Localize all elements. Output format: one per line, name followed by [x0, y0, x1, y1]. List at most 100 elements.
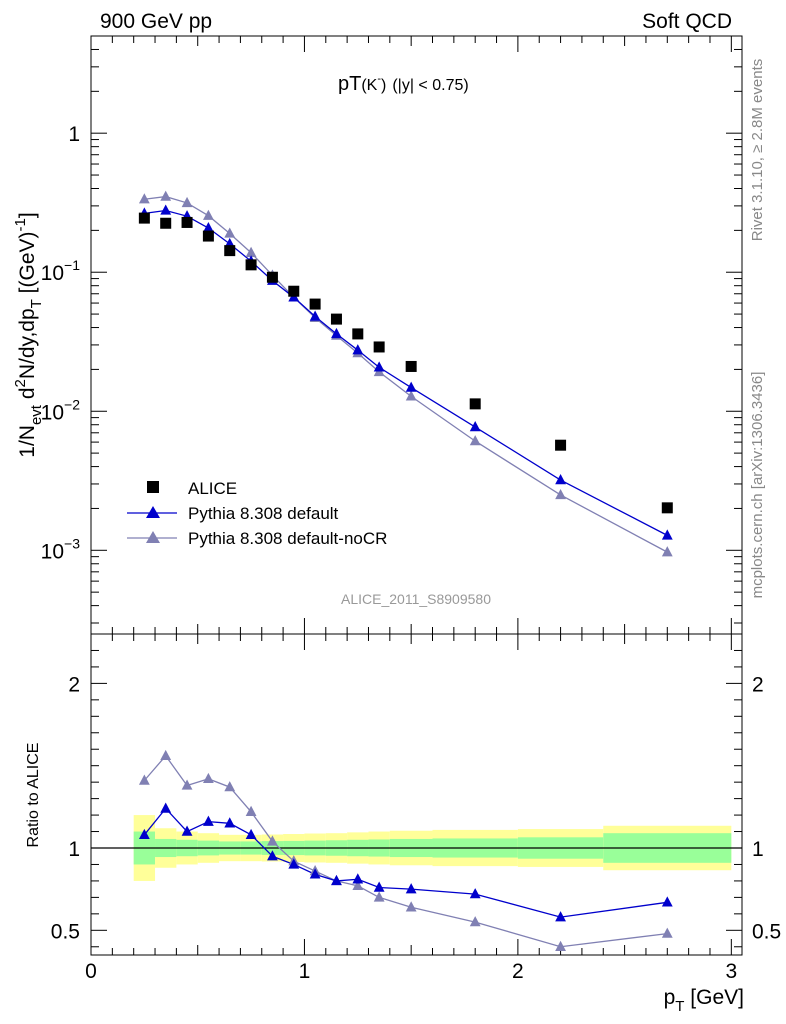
title-charge: -	[377, 73, 381, 85]
main-point-pythia-default	[331, 327, 342, 339]
main-y-tick-label: 10−2	[41, 396, 81, 424]
main-point-pythia-nocr	[160, 190, 172, 201]
main-point-pythia-nocr	[181, 196, 193, 208]
ratio-point-pythia-default	[469, 888, 481, 899]
main-point-pythia-default	[373, 361, 385, 372]
main-point-alice	[202, 230, 214, 242]
main-point-pythia-default	[352, 344, 364, 355]
main-y-axis-label: 1/Nevt d2N/dy,dpT [(GeV)-1]	[12, 212, 45, 457]
ratio-point-pythia-nocr	[138, 774, 150, 785]
main-point-alice	[138, 212, 150, 224]
ratio-point-pythia-nocr	[469, 916, 481, 927]
main-point-pythia-nocr	[245, 246, 257, 257]
main-point-alice	[288, 285, 300, 297]
ratio-y-tick-label-right: 2	[752, 673, 764, 696]
ratio-panel: 0.5 0.5 1 1 2 2 0 1 2 3 Ratio to ALICE pT [GeV]	[25, 633, 781, 1015]
title-close: )	[381, 77, 386, 94]
ratio-point-pythia-nocr	[181, 779, 193, 790]
ratio-point-pythia-nocr	[224, 781, 236, 792]
ratio-point-pythia-nocr	[352, 879, 364, 891]
legend-label-pythia-nocr: Pythia 8.308 default-noCR	[188, 529, 387, 548]
ratio-y-tick-label: 0.5	[51, 920, 80, 943]
legend: ALICE Pythia 8.308 default Pythia 8.308 …	[127, 479, 387, 548]
main-point-alice	[352, 328, 364, 340]
ratio-point-pythia-default	[405, 883, 417, 894]
main-point-pythia-default	[555, 474, 566, 485]
main-line-pythia-default	[144, 209, 668, 536]
legend-entry-pythia-default: Pythia 8.308 default	[127, 504, 339, 523]
ratio-line-pythia-default	[143, 807, 668, 918]
x-axis-label: pT [GeV]	[664, 986, 744, 1015]
ratio-point-pythia-nocr	[555, 940, 566, 951]
legend-marker-pythia-default	[146, 506, 160, 518]
ratio-point-pythia-default	[288, 858, 300, 869]
legend-entry-pythia-nocr: Pythia 8.308 default-noCR	[127, 529, 387, 548]
ratio-y-tick-label: 1	[68, 838, 80, 861]
legend-label-alice: ALICE	[188, 479, 237, 498]
ratio-point-pythia-default	[138, 828, 150, 840]
main-line-pythia-nocr	[144, 195, 668, 553]
x-tick-label: 3	[725, 960, 737, 983]
main-point-alice	[245, 259, 257, 271]
ratio-point-pythia-default	[661, 896, 673, 907]
ratio-y-axis-label: Ratio to ALICE	[25, 743, 42, 848]
main-point-pythia-default	[309, 310, 321, 321]
x-tick-label: 1	[299, 960, 311, 983]
legend-label-pythia-default: Pythia 8.308 default	[188, 504, 339, 523]
main-panel: 1 10−1 10−2 10−3 pT(K-) (|y| < 0.75) 1/Nevt …	[12, 35, 743, 635]
main-point-alice	[373, 341, 385, 353]
main-point-pythia-nocr	[202, 209, 214, 220]
main-point-alice	[555, 439, 567, 451]
main-point-pythia-default	[661, 529, 673, 540]
rivet-version-text: Rivet 3.1.10, ≥ 2.8M events	[749, 59, 766, 242]
x-tick-label: 2	[512, 960, 524, 983]
mcplots-credit-text: mcplots.cern.ch [arXiv:1306.3436]	[749, 372, 766, 599]
ratio-point-pythia-default	[202, 815, 214, 826]
ratio-point-pythia-default	[160, 802, 172, 813]
header-right-title: Soft QCD	[642, 10, 732, 33]
ratio-point-pythia-default	[245, 828, 257, 840]
ratio-axis-ticks: 0.5 0.5 1 1 2 2 0 1 2 3	[51, 634, 781, 983]
ratio-point-pythia-nocr	[245, 805, 257, 816]
header-left-title: 900 GeV pp	[100, 10, 212, 33]
main-y-tick-label: 10−3	[41, 535, 81, 563]
main-point-alice	[224, 245, 236, 257]
main-point-pythia-default	[405, 381, 417, 392]
main-y-tick-label: 1	[68, 123, 80, 146]
ratio-plot-frame	[90, 633, 743, 956]
ratio-line-pythia-nocr	[143, 754, 668, 948]
main-point-alice	[309, 298, 321, 310]
main-point-alice	[469, 398, 481, 410]
ratio-point-pythia-nocr	[202, 772, 214, 784]
legend-marker-alice	[147, 481, 159, 493]
main-point-pythia-default	[160, 204, 172, 215]
main-point-pythia-nocr	[469, 435, 481, 446]
ratio-point-pythia-nocr	[661, 927, 673, 938]
main-point-pythia-default	[202, 221, 214, 233]
ratio-point-pythia-default	[224, 817, 236, 828]
ratio-point-pythia-default	[331, 874, 342, 886]
ratio-point-pythia-default	[373, 881, 385, 892]
main-point-alice	[661, 502, 673, 514]
title-cut: (|y| < 0.75)	[392, 77, 468, 94]
ratio-y-tick-label-right: 1	[752, 838, 764, 861]
legend-entry-alice: ALICE	[147, 479, 237, 498]
main-point-alice	[330, 313, 342, 325]
ratio-point-pythia-default	[555, 911, 566, 922]
ratio-series-layer	[138, 749, 673, 951]
main-point-alice	[405, 360, 417, 372]
x-tick-label: 0	[85, 960, 97, 983]
main-plot-title: pT(K-) (|y| < 0.75)	[338, 73, 469, 95]
main-series-layer	[138, 190, 673, 557]
main-point-pythia-nocr	[405, 390, 417, 401]
main-y-tick-label: 10−1	[41, 257, 81, 285]
ratio-point-pythia-default	[181, 825, 193, 836]
main-point-alice	[181, 216, 193, 228]
ratio-point-pythia-nocr	[405, 901, 417, 912]
title-particle: (K	[361, 77, 377, 94]
ratio-point-pythia-nocr	[373, 891, 385, 902]
ratio-y-tick-label-right: 0.5	[752, 920, 781, 943]
ratio-point-pythia-default	[267, 850, 278, 861]
main-point-pythia-nocr	[138, 193, 150, 204]
